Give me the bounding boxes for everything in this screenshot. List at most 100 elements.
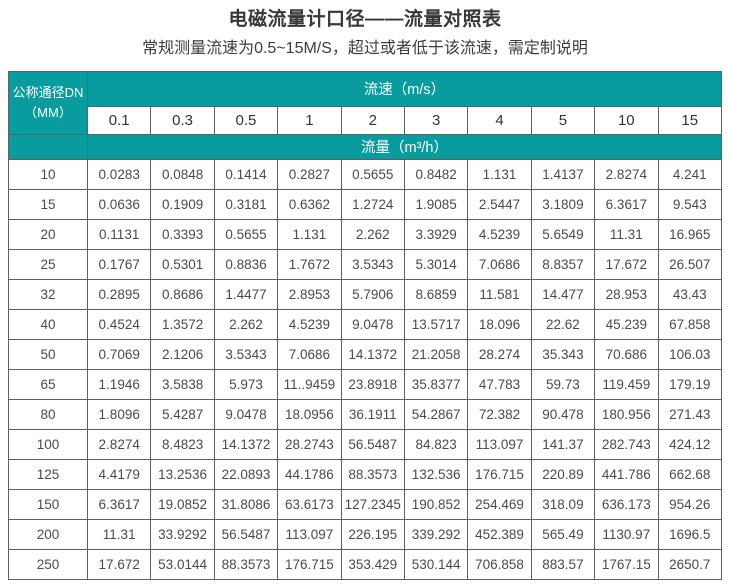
flow-value-cell: 6.3617 — [86, 488, 152, 520]
dn-cell: 150 — [8, 488, 88, 520]
flow-value-cell: 7.0686 — [277, 338, 342, 370]
flow-value-cell: 176.715 — [277, 548, 342, 580]
flow-value-cell: 113.097 — [277, 518, 342, 550]
flow-value-cell: 56.5487 — [340, 428, 405, 460]
flow-value-cell: 21.2058 — [403, 338, 469, 370]
flow-value-cell: 14.477 — [530, 278, 596, 310]
flow-value-cell: 5.3014 — [403, 248, 469, 280]
flow-value-cell: 1767.15 — [594, 548, 659, 580]
flow-value-cell: 113.097 — [467, 428, 532, 460]
flow-value-cell: 17.672 — [86, 548, 152, 580]
velocity-band-header: 流速（m/s） — [87, 70, 722, 107]
corner-empty-cell — [8, 133, 88, 160]
flow-value-cell: 14.1372 — [340, 338, 405, 370]
dn-cell: 80 — [8, 398, 88, 430]
dn-cell: 50 — [8, 338, 88, 370]
flow-value-cell: 424.12 — [657, 428, 723, 460]
flow-value-cell: 1.9085 — [403, 188, 469, 220]
flow-value-cell: 662.68 — [657, 458, 723, 490]
flow-value-cell: 119.459 — [594, 368, 659, 400]
corner-header-line1: 公称通径DN — [12, 85, 84, 101]
dn-cell: 250 — [8, 548, 88, 580]
flow-value-cell: 7.0686 — [467, 248, 532, 280]
flow-value-cell: 0.0848 — [150, 158, 215, 190]
flow-value-cell: 0.3393 — [150, 218, 215, 250]
table-row: 200 11.31 33.9292 56.5487 113.097 226.195 339.… — [8, 518, 723, 550]
table-row: 50 0.7069 2.1206 3.5343 7.0686 14.1372 21.2058… — [8, 338, 723, 370]
flow-value-cell: 22.0893 — [213, 458, 279, 490]
flow-value-cell: 0.1909 — [150, 188, 215, 220]
flow-value-cell: 72.382 — [467, 398, 532, 430]
flow-value-cell: 88.3573 — [340, 458, 405, 490]
velocity-header-cell: 0.1 — [86, 105, 152, 135]
flow-value-cell: 36.1911 — [340, 398, 405, 430]
velocity-header-cell: 0.5 — [213, 105, 279, 135]
flow-value-cell: 11.31 — [594, 218, 659, 250]
corner-header-line2: （MM） — [24, 104, 72, 120]
velocity-header-cell: 15 — [657, 105, 723, 135]
flow-value-cell: 0.8482 — [403, 158, 469, 190]
flow-value-cell: 2.5447 — [467, 188, 532, 220]
flow-value-cell: 1.7672 — [277, 248, 342, 280]
flow-value-cell: 26.507 — [657, 248, 723, 280]
flow-value-cell: 17.672 — [594, 248, 659, 280]
flow-value-cell: 35.8377 — [403, 368, 469, 400]
velocity-header-cell: 1 — [277, 105, 342, 135]
flow-value-cell: 45.239 — [594, 308, 659, 340]
flow-value-cell: 11.581 — [467, 278, 532, 310]
flow-value-cell: 0.4524 — [86, 308, 152, 340]
flow-value-cell: 3.1809 — [530, 188, 596, 220]
dn-cell: 15 — [8, 188, 88, 220]
page-title: 电磁流量计口径——流量对照表 — [228, 9, 502, 30]
flow-value-cell: 8.8357 — [530, 248, 596, 280]
flow-value-cell: 23.8918 — [340, 368, 405, 400]
flow-value-cell: 0.0283 — [86, 158, 152, 190]
flow-value-cell: 90.478 — [530, 398, 596, 430]
flow-value-cell: 18.0956 — [277, 398, 342, 430]
flow-value-cell: 3.5343 — [213, 338, 279, 370]
flow-value-cell: 14.1372 — [213, 428, 279, 460]
flow-value-cell: 11..9459 — [277, 368, 342, 400]
dn-cell: 65 — [8, 368, 88, 400]
flow-value-cell: 0.2827 — [277, 158, 342, 190]
flow-value-cell: 1.8096 — [86, 398, 152, 430]
flow-value-cell: 353.429 — [340, 548, 405, 580]
flow-value-cell: 1.3572 — [150, 308, 215, 340]
flow-value-cell: 8.4823 — [150, 428, 215, 460]
flow-value-cell: 0.5301 — [150, 248, 215, 280]
velocity-header-cell: 5 — [530, 105, 596, 135]
flow-value-cell: 954.26 — [657, 488, 723, 520]
flow-value-cell: 59.73 — [530, 368, 596, 400]
flow-value-cell: 706.858 — [467, 548, 532, 580]
flow-band-header: 流量（m³/h） — [87, 133, 722, 160]
dn-cell: 25 — [8, 248, 88, 280]
flow-value-cell: 0.3181 — [213, 188, 279, 220]
flow-value-cell: 0.5655 — [340, 158, 405, 190]
flow-value-cell: 0.2895 — [86, 278, 152, 310]
flow-value-cell: 56.5487 — [213, 518, 279, 550]
flow-value-cell: 28.953 — [594, 278, 659, 310]
flow-value-cell: 452.389 — [467, 518, 532, 550]
corner-header-dn: 公称通径DN （MM） — [8, 70, 88, 135]
flow-comparison-table: 公称通径DN （MM） 流速（m/s） 0.1 0.3 0.5 1 2 3 4 5 10 15 流… — [8, 70, 723, 580]
flow-value-cell: 67.858 — [657, 308, 723, 340]
flow-value-cell: 70.686 — [594, 338, 659, 370]
flow-value-cell: 6.3617 — [594, 188, 659, 220]
flow-value-cell: 0.1767 — [86, 248, 152, 280]
flow-value-cell: 179.19 — [657, 368, 723, 400]
flow-value-cell: 4.241 — [657, 158, 723, 190]
flow-value-cell: 3.5343 — [340, 248, 405, 280]
header-row-flow-band: 流量（m³/h） — [8, 133, 722, 160]
flow-value-cell: 16.965 — [657, 218, 723, 250]
flow-value-cell: 2.8953 — [277, 278, 342, 310]
flow-value-cell: 4.5239 — [467, 218, 532, 250]
flow-value-cell: 0.7069 — [86, 338, 152, 370]
dn-cell: 32 — [8, 278, 88, 310]
flow-value-cell: 1696.5 — [657, 518, 723, 550]
dn-cell: 20 — [8, 218, 88, 250]
flow-value-cell: 88.3573 — [213, 548, 279, 580]
flow-value-cell: 28.274 — [467, 338, 532, 370]
flow-value-cell: 282.743 — [594, 428, 659, 460]
flow-value-cell: 0.0636 — [86, 188, 152, 220]
